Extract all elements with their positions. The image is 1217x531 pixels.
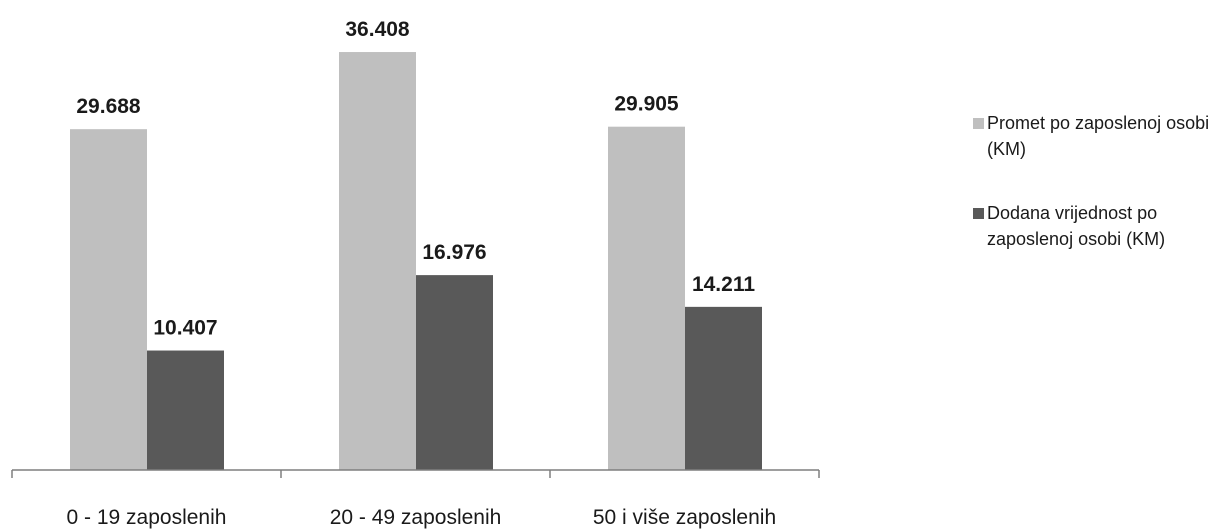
legend-label-dodana-vrijednost: Dodana vrijednost po zaposlenoj osobi (K… xyxy=(987,203,1166,249)
bar-dodana-vrijednost-0-19 xyxy=(147,350,224,470)
x-axis xyxy=(11,469,820,478)
value-label-dodana-vrijednost-50-plus: 14.211 xyxy=(692,273,755,296)
bar-promet-0-19 xyxy=(70,129,147,470)
tick-label-0-19: 0 - 19 zaposlenih xyxy=(67,506,227,529)
legend-swatch-dodana-vrijednost xyxy=(973,208,984,219)
value-label-promet-20-49: 36.408 xyxy=(345,18,410,41)
value-labels-group: 29.688 10.407 36.408 16.976 29.905 14.211 xyxy=(76,18,755,339)
tick-label-20-49: 20 - 49 zaposlenih xyxy=(330,506,502,529)
legend-item-dodana-vrijednost: Dodana vrijednost po zaposlenoj osobi (K… xyxy=(973,200,1213,252)
bar-dodana-vrijednost-50-plus xyxy=(685,306,762,470)
legend-label-promet: Promet po zaposlenoj osobi (KM) xyxy=(987,113,1210,159)
x-tick-labels: 0 - 19 zaposlenih 20 - 49 zaposlenih 50 i … xyxy=(67,506,777,529)
legend-swatch-promet xyxy=(973,118,984,129)
legend-item-promet: Promet po zaposlenoj osobi (KM) xyxy=(973,110,1213,162)
value-label-dodana-vrijednost-0-19: 10.407 xyxy=(153,317,217,340)
bar-dodana-vrijednost-20-49 xyxy=(416,275,493,470)
bar-promet-20-49 xyxy=(339,52,416,470)
value-label-promet-50-plus: 29.905 xyxy=(614,93,679,116)
bar-promet-50-plus xyxy=(608,126,685,470)
legend: Promet po zaposlenoj osobi (KM) Dodana v… xyxy=(973,110,1213,252)
value-label-promet-0-19: 29.688 xyxy=(76,95,141,118)
tick-label-50-plus: 50 i više zaposlenih xyxy=(593,506,776,529)
value-label-dodana-vrijednost-20-49: 16.976 xyxy=(422,241,486,264)
bars-group xyxy=(70,52,762,470)
